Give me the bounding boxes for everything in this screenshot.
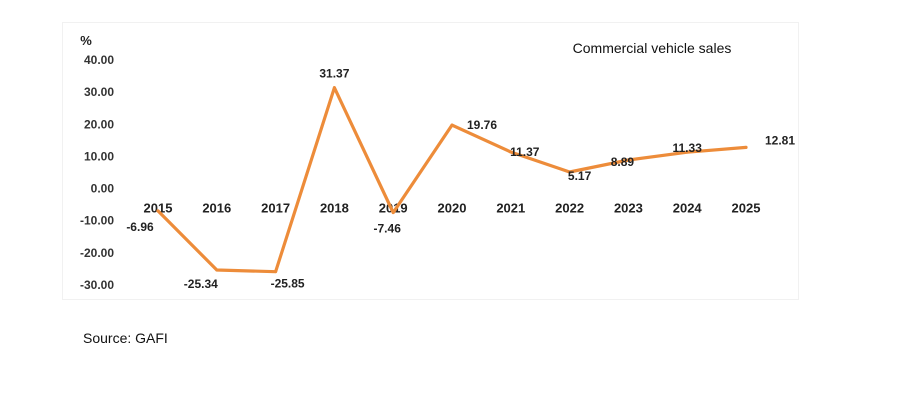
data-label: 11.37 xyxy=(510,145,540,159)
data-point xyxy=(509,150,513,154)
data-label: 19.76 xyxy=(467,118,497,132)
data-label: 8.89 xyxy=(611,155,635,169)
x-tick-label: 2025 xyxy=(732,201,761,216)
y-tick-label: -10.00 xyxy=(80,214,114,228)
data-label: -7.46 xyxy=(374,222,402,236)
data-label: -25.34 xyxy=(184,277,218,291)
y-tick-label: 10.00 xyxy=(84,149,114,163)
data-label: 12.81 xyxy=(765,133,795,147)
chart-area xyxy=(62,22,799,300)
x-tick-label: 2020 xyxy=(438,201,467,216)
chart-title: Commercial vehicle sales xyxy=(573,40,732,56)
series-layer xyxy=(156,86,748,274)
x-axis-ticks: 2015 2016 2017 2018 2019 2020 2021 2022 2023 2024… xyxy=(144,201,761,216)
data-label: -25.85 xyxy=(271,277,305,291)
y-tick-label: -20.00 xyxy=(80,246,114,260)
y-tick-label: 40.00 xyxy=(84,53,114,67)
y-tick-label: 20.00 xyxy=(84,117,114,131)
x-tick-label: 2023 xyxy=(614,201,643,216)
data-label: 11.33 xyxy=(673,141,703,155)
data-point xyxy=(274,270,278,274)
y-tick-label: 0.00 xyxy=(91,182,115,196)
data-labels: -6.96 -25.34 -25.85 31.37 -7.46 19.76 11.37 5.1… xyxy=(126,67,795,291)
x-tick-label: 2021 xyxy=(496,201,525,216)
data-point xyxy=(332,86,336,90)
x-tick-label: 2016 xyxy=(202,201,231,216)
data-point xyxy=(215,268,219,272)
data-point xyxy=(391,211,395,215)
series-line xyxy=(156,86,748,274)
data-label: -6.96 xyxy=(126,220,154,234)
x-tick-label: 2024 xyxy=(673,201,703,216)
data-point xyxy=(568,170,572,174)
y-tick-label: 30.00 xyxy=(84,85,114,99)
y-tick-label: -30.00 xyxy=(80,278,114,292)
source-note: Source: GAFI xyxy=(83,330,168,346)
data-point xyxy=(744,145,748,149)
data-label: 31.37 xyxy=(319,67,349,81)
y-axis-unit: % xyxy=(80,33,92,48)
data-label: 5.17 xyxy=(568,169,592,183)
x-tick-label: 2018 xyxy=(320,201,349,216)
data-point xyxy=(685,150,689,154)
y-axis-ticks: 40.00 30.00 20.00 10.00 0.00 -10.00 -20.00 -30.… xyxy=(80,53,114,292)
x-tick-label: 2015 xyxy=(144,201,173,216)
x-tick-label: 2017 xyxy=(261,201,290,216)
x-tick-label: 2022 xyxy=(555,201,584,216)
data-point xyxy=(626,158,630,162)
data-point xyxy=(156,209,160,213)
data-point xyxy=(450,123,454,127)
